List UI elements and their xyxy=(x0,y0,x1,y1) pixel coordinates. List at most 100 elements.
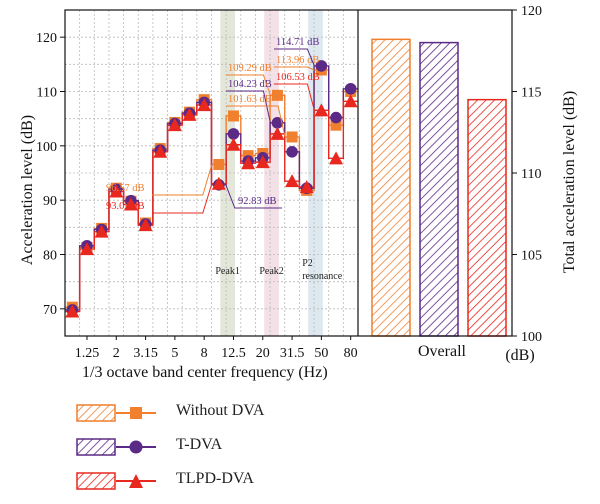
annotation-leader xyxy=(226,90,271,123)
x-tick-label: 2 xyxy=(113,346,120,361)
legend-swatch-t-dva xyxy=(76,438,116,456)
region-p2-resonance xyxy=(308,10,323,336)
data-point-tlpd-dva xyxy=(343,94,358,108)
y-tick-label: 100 xyxy=(36,140,57,155)
annotation-label: 96.57 dB xyxy=(106,183,145,194)
data-point-tlpd-dva xyxy=(285,174,300,188)
legend-marker-triangle xyxy=(129,474,143,488)
annotation-leader xyxy=(152,164,213,196)
data-point-tlpd-dva xyxy=(241,156,256,170)
data-point-tlpd-dva xyxy=(123,197,138,211)
data-point-tlpd-dva xyxy=(197,98,212,112)
x-tick-label: 3.15 xyxy=(133,346,158,361)
x-tick-label: 8 xyxy=(201,346,208,361)
y2-axis-title: Total acceleration level (dB) xyxy=(561,91,578,273)
data-point-t-dva xyxy=(271,117,284,129)
data-point-t-dva xyxy=(315,60,328,72)
annotations: 96.57 dB 93.02 dB 92.83 dB 104.23 dB 101.63 … xyxy=(106,37,320,214)
data-point-tlpd-dva xyxy=(255,155,270,169)
data-point-tlpd-dva xyxy=(167,118,182,132)
y-tick-label: 80 xyxy=(43,249,57,264)
legend-swatch-without-dva xyxy=(76,404,116,422)
unit-label: (dB) xyxy=(505,347,534,364)
data-point-without-dva xyxy=(271,89,283,101)
annotation-label: 101.63 dB xyxy=(228,94,272,105)
annotation-label: 114.71 dB xyxy=(276,37,319,48)
data-point-without-dva xyxy=(227,110,239,122)
bar-x-label: Overall xyxy=(418,343,467,360)
data-point-without-dva xyxy=(213,158,225,170)
x-tick-label: 5 xyxy=(171,346,178,361)
annotation-label: 113.96 dB xyxy=(276,55,319,66)
data-point-tlpd-dva xyxy=(226,137,241,151)
bar-without-dva xyxy=(371,38,411,337)
data-point-t-dva xyxy=(286,146,298,158)
y-tick-label: 90 xyxy=(43,194,57,209)
x-tick-label: 31.5 xyxy=(280,346,305,361)
legend-label-tlpd-dva: TLPD-DVA xyxy=(176,470,254,487)
data-point-tlpd-dva xyxy=(299,180,314,194)
y2-tick-label: 120 xyxy=(521,4,542,19)
axes: 70 80 90 100 110 120 100 105 110 115 120 1.25 2 3.15 5… xyxy=(36,4,542,361)
overall-bars xyxy=(371,38,507,337)
annotation-label: 104.23 dB xyxy=(228,79,272,90)
data-point-tlpd-dva xyxy=(153,144,168,158)
annotation-leader xyxy=(274,66,315,71)
data-point-tlpd-dva xyxy=(314,103,329,117)
legend-marker-square xyxy=(130,407,142,419)
bar-t-dva xyxy=(419,41,459,337)
annotation-label: 109.29 dB xyxy=(228,63,272,74)
x-tick-label: 80 xyxy=(344,346,358,361)
data-point-tlpd-dva xyxy=(79,242,94,256)
annotation-leader xyxy=(274,48,315,67)
legend: Without DVA T-DVA TLPD-DVA xyxy=(76,398,376,498)
y-axis-title: Acceleration level (dB) xyxy=(19,115,36,265)
annotation-leader xyxy=(274,83,315,111)
annotation-leader xyxy=(226,74,271,96)
annotation-label: 93.02 dB xyxy=(106,201,145,212)
data-point-t-dva xyxy=(330,111,342,124)
region-label-peak1: Peak1 xyxy=(215,266,239,277)
data-point-without-dva xyxy=(330,119,342,131)
y-tick-label: 120 xyxy=(36,31,57,46)
legend-item-without-dva: Without DVA xyxy=(76,398,376,428)
y2-tick-label: 110 xyxy=(521,167,541,182)
data-point-tlpd-dva xyxy=(109,184,124,198)
x-tick-label: 12.5 xyxy=(221,346,246,361)
data-point-tlpd-dva xyxy=(270,126,285,140)
legend-label-t-dva: T-DVA xyxy=(176,436,223,453)
y-tick-label: 70 xyxy=(43,303,57,318)
data-point-tlpd-dva xyxy=(138,218,153,232)
bar-tlpd-dva xyxy=(467,98,507,337)
series-lines xyxy=(65,60,358,318)
y2-tick-label: 100 xyxy=(521,330,542,345)
data-point-tlpd-dva xyxy=(211,176,226,190)
data-point-tlpd-dva xyxy=(65,304,80,318)
data-point-without-dva xyxy=(286,131,298,143)
data-point-tlpd-dva xyxy=(329,151,344,165)
x-tick-label: 1.25 xyxy=(75,346,100,361)
legend-label-without-dva: Without DVA xyxy=(176,402,265,419)
x-axis-title: 1/3 octave band center frequency (Hz) xyxy=(82,364,328,381)
annotation-leader xyxy=(226,105,286,138)
legend-marker-circle xyxy=(129,440,143,454)
data-point-tlpd-dva xyxy=(94,224,109,238)
annotation-label: 92.83 dB xyxy=(238,196,277,207)
data-point-t-dva xyxy=(227,128,240,140)
y2-tick-label: 115 xyxy=(521,86,541,101)
data-point-tlpd-dva xyxy=(182,107,197,121)
legend-swatch-tlpd-dva xyxy=(76,472,116,490)
annotation-label: 106.53 dB xyxy=(276,72,320,83)
data-point-t-dva xyxy=(344,82,357,95)
x-tick-label: 20 xyxy=(256,346,270,361)
region-label-peak2: Peak2 xyxy=(259,266,283,277)
region-label-p2-resonance: P2 resonance xyxy=(302,258,343,282)
legend-item-t-dva: T-DVA xyxy=(76,432,376,462)
y-tick-label: 110 xyxy=(37,86,57,101)
annotation-leader xyxy=(152,183,213,214)
legend-item-tlpd-dva: TLPD-DVA xyxy=(76,466,376,496)
x-tick-label: 50 xyxy=(314,346,328,361)
y2-tick-label: 105 xyxy=(521,249,542,264)
annotation-leader xyxy=(225,184,282,209)
